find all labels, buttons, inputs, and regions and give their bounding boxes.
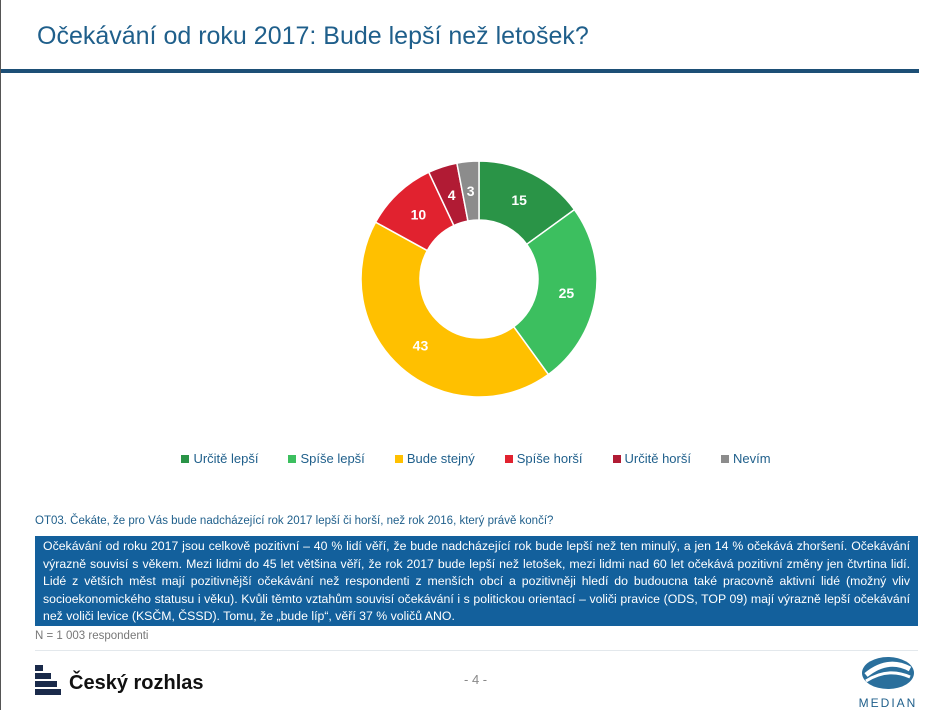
sample-size: N = 1 003 respondenti: [35, 630, 149, 642]
title-divider: [1, 69, 919, 73]
page-title: Očekávání od roku 2017: Bude lepší než l…: [37, 22, 589, 50]
legend-item: Spíše lepší: [288, 451, 365, 466]
legend-swatch: [612, 454, 621, 463]
median-text: MEDIAN: [858, 696, 918, 710]
page-number: - 4 -: [464, 672, 488, 687]
legend-label: Nevím: [732, 451, 771, 466]
legend-item: Nevím: [720, 451, 771, 466]
legend-swatch: [288, 454, 297, 463]
legend-item: Určitě lepší: [181, 451, 258, 466]
median-logo: MEDIAN: [858, 655, 918, 710]
median-icon: [862, 657, 914, 689]
legend-label: Bude stejný: [406, 451, 475, 466]
slice-label: 43: [413, 337, 429, 353]
legend-label: Určitě horší: [624, 451, 691, 466]
legend-label: Spíše horší: [516, 451, 583, 466]
legend-swatch: [394, 454, 403, 463]
slice-5: [456, 160, 480, 222]
legend-label: Určitě lepší: [193, 451, 259, 466]
question-text: OT03. Čekáte, že pro Vás bude nadcházejí…: [35, 515, 554, 527]
legend-item: Bude stejný: [394, 451, 475, 466]
legend-swatch: [181, 454, 190, 463]
slice-label: 10: [411, 206, 427, 222]
slice-label: 25: [559, 285, 575, 301]
legend-item: Určitě horší: [612, 451, 691, 466]
cesky-rozhlas-text: Český rozhlas: [69, 672, 204, 694]
footer-divider: [35, 650, 918, 651]
summary-box: Očekávání od roku 2017 jsou celkově pozi…: [35, 536, 918, 626]
legend-label: Spíše lepší: [300, 451, 365, 466]
chart-legend: Určitě lepší Spíše lepší Bude stejný Spíše …: [1, 451, 950, 466]
slice-label: 4: [448, 187, 456, 203]
cesky-rozhlas-logo: Český rozhlas: [35, 665, 204, 695]
slice-label: 15: [511, 192, 527, 208]
slice-label: 3: [467, 183, 475, 199]
legend-swatch: [504, 454, 513, 463]
legend-item: Spíše horší: [504, 451, 583, 466]
slice-1: [512, 208, 598, 376]
cesky-rozhlas-icon: [35, 665, 61, 695]
legend-swatch: [720, 454, 729, 463]
slice-2: [360, 221, 550, 398]
donut-chart: 15 25 43 10 4 3: [360, 160, 598, 398]
